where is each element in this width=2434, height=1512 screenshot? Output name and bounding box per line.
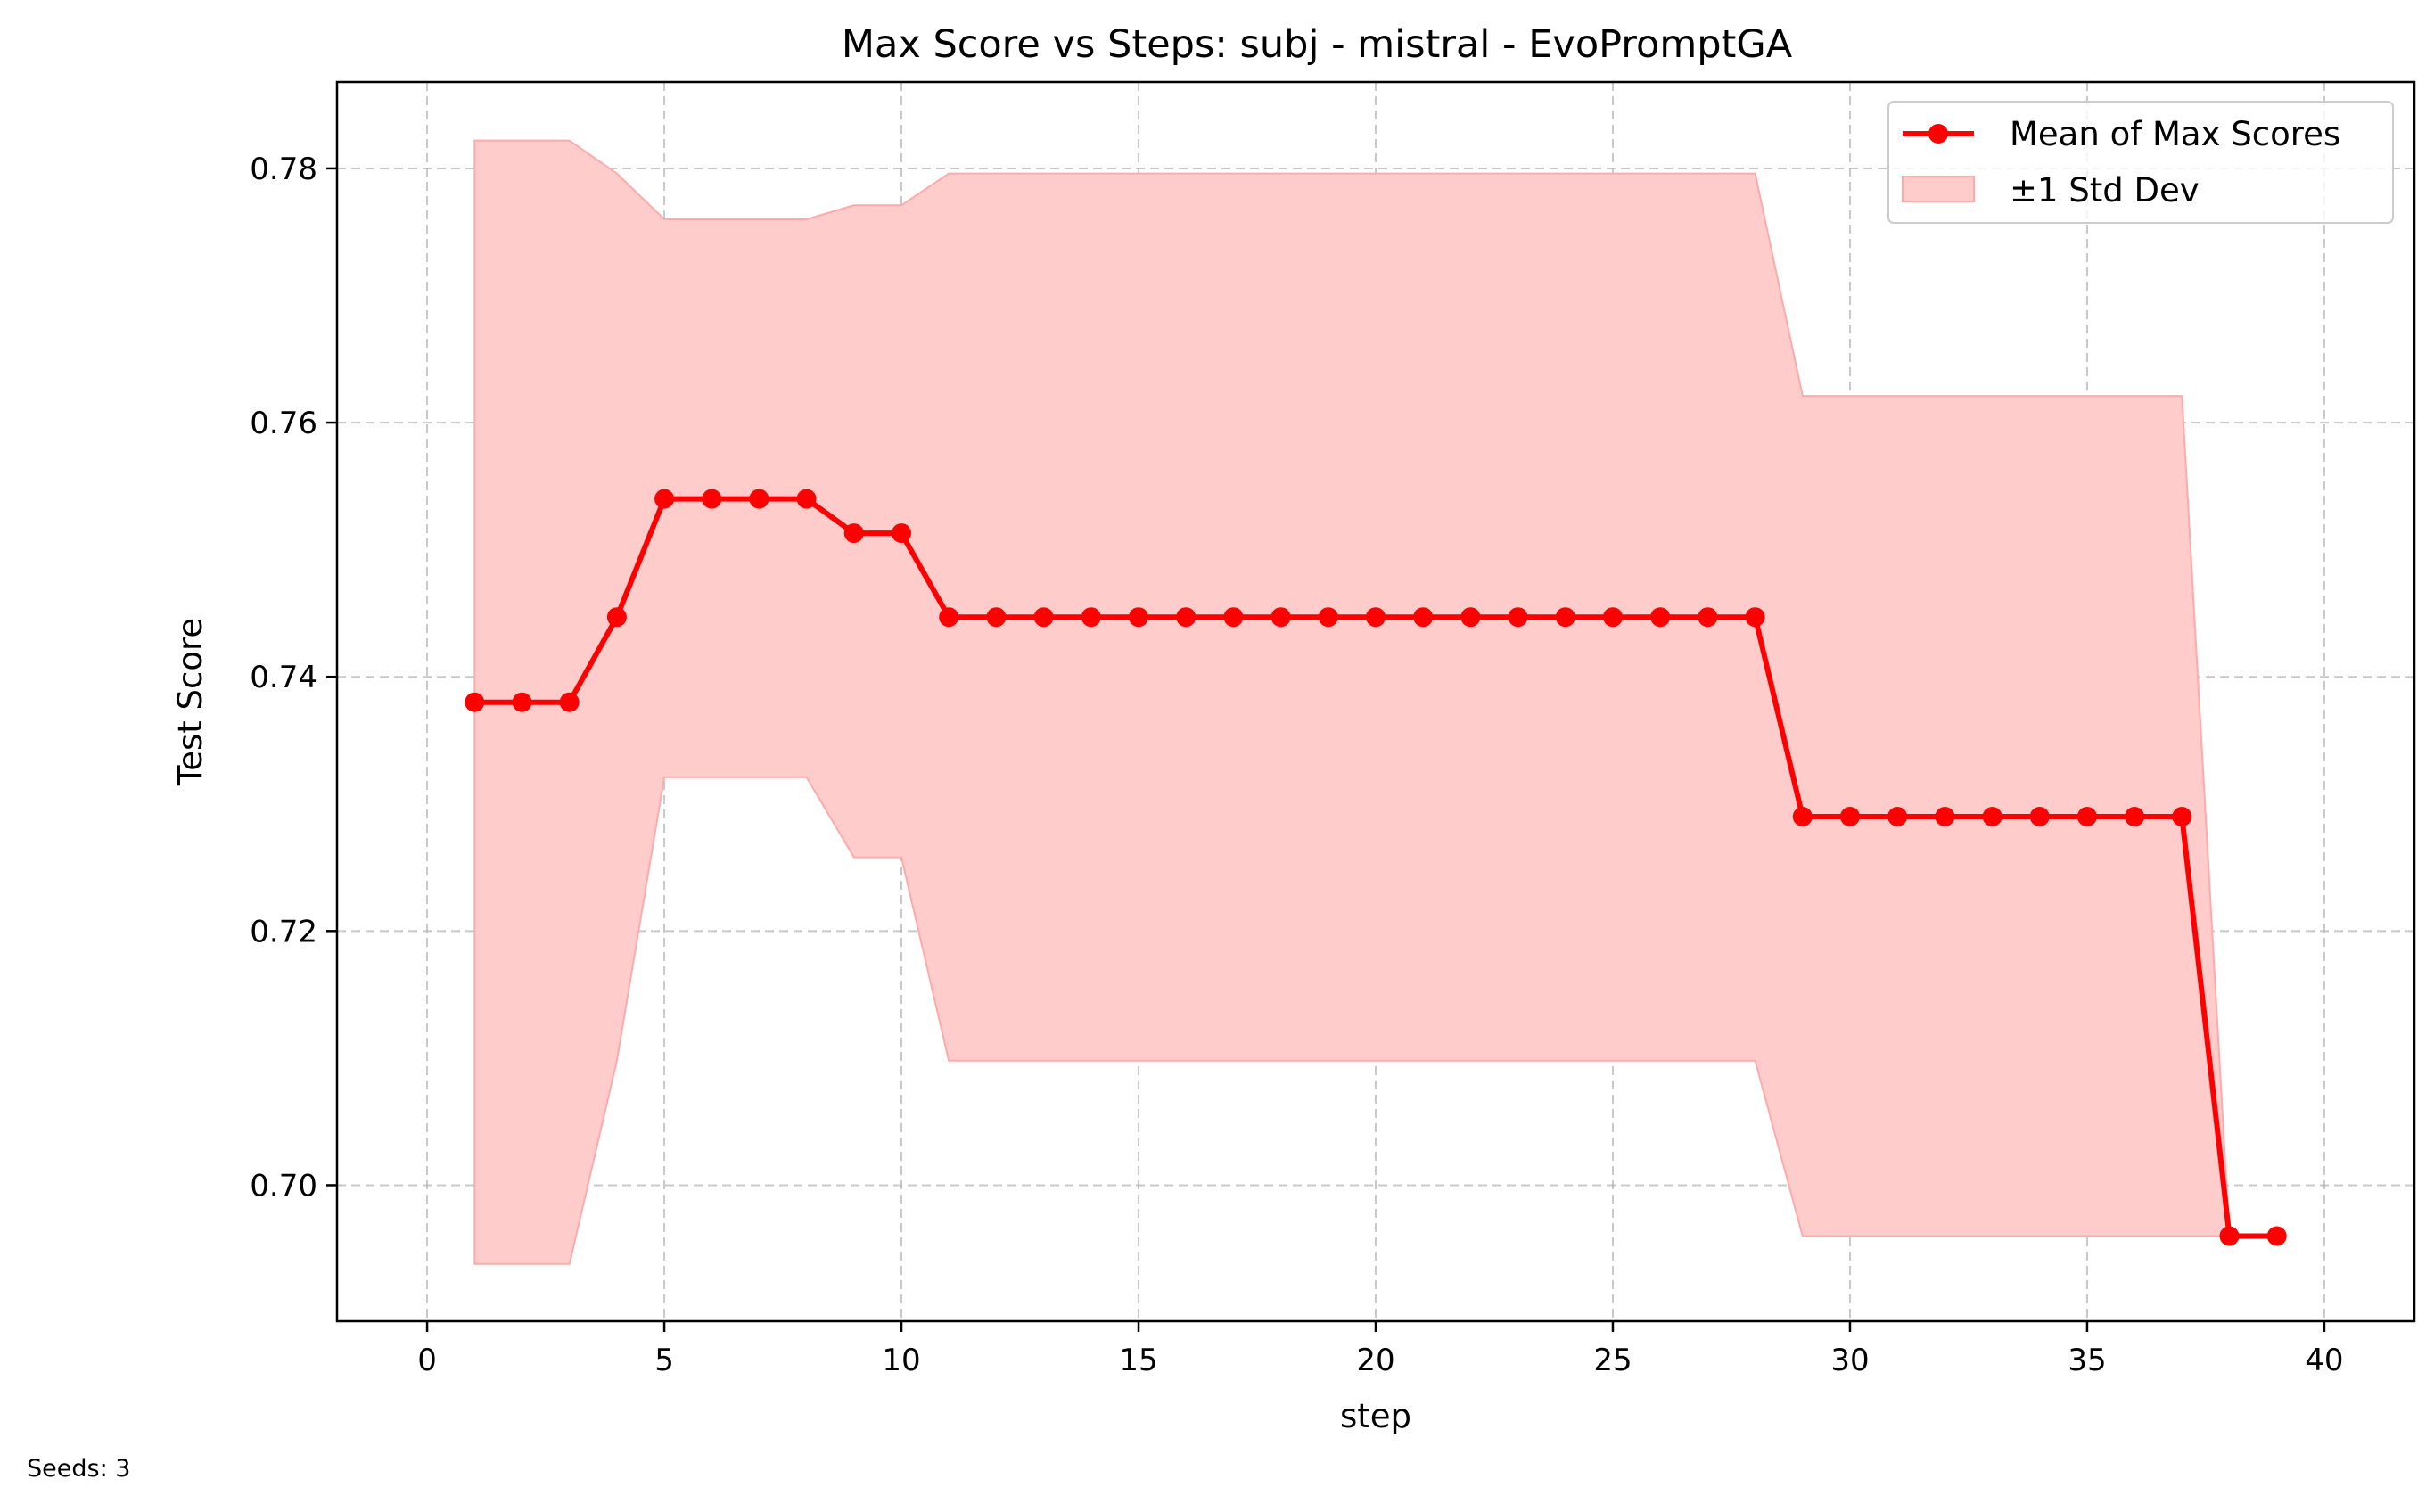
data-point	[1887, 807, 1908, 826]
legend-box	[1887, 101, 2394, 224]
data-point	[1745, 607, 1765, 628]
data-point	[1366, 607, 1386, 628]
x-tick-label: 20	[1356, 1343, 1394, 1378]
data-point	[986, 607, 1007, 628]
y-tick-label: 0.70	[250, 1168, 317, 1204]
data-point	[1982, 807, 2002, 826]
chart-title: Max Score vs Steps: subj - mistral - Evo…	[842, 22, 1793, 67]
data-point	[1555, 607, 1575, 628]
y-tick-label: 0.76	[250, 406, 317, 441]
data-point	[1223, 607, 1244, 628]
legend: Mean of Max Scores ±1 Std Dev	[1887, 101, 2394, 224]
data-point	[1603, 607, 1623, 628]
y-axis-label: Test Score	[171, 618, 210, 786]
data-point	[1935, 807, 1955, 826]
x-tick-label: 5	[654, 1343, 674, 1378]
data-point	[559, 692, 580, 712]
data-point	[2076, 807, 2097, 826]
data-point	[512, 692, 532, 712]
seeds-footnote: Seeds: 3	[27, 1455, 131, 1483]
x-tick-label: 30	[1830, 1343, 1869, 1378]
data-point	[1176, 607, 1196, 628]
x-tick-label: 40	[2305, 1343, 2343, 1378]
data-point	[2125, 807, 2145, 826]
data-point	[939, 607, 959, 628]
data-point	[1508, 607, 1528, 628]
data-point	[2266, 1226, 2287, 1246]
legend-marker-swatch	[1928, 124, 1948, 144]
data-point	[1270, 607, 1291, 628]
y-ticks: 0.70 0.72 0.74 0.76 0.78	[250, 152, 337, 1204]
data-point	[1792, 807, 1813, 826]
data-point	[1698, 607, 1718, 628]
data-point	[654, 489, 675, 509]
x-tick-label: 25	[1593, 1343, 1632, 1378]
data-point	[465, 692, 485, 712]
legend-band-swatch	[1902, 176, 1975, 202]
x-tick-label: 10	[882, 1343, 920, 1378]
data-point	[1840, 807, 1860, 826]
data-point	[2029, 807, 2050, 826]
data-point	[843, 523, 864, 544]
data-point	[2219, 1226, 2240, 1246]
data-point	[796, 489, 817, 509]
x-tick-label: 15	[1119, 1343, 1157, 1378]
data-point	[1129, 607, 1148, 628]
data-point	[1318, 607, 1338, 628]
data-point	[606, 607, 627, 628]
data-point	[1081, 607, 1101, 628]
mean-line-layer	[465, 489, 2287, 1246]
data-point	[702, 489, 722, 509]
x-ticks: 0 5 10 15 20 25 30 35 40	[417, 1321, 2344, 1378]
legend-label-band: ±1 Std Dev	[2010, 171, 2200, 210]
data-point	[892, 523, 911, 544]
y-tick-label: 0.78	[250, 152, 317, 187]
data-point	[1650, 607, 1671, 628]
y-tick-label: 0.74	[250, 660, 317, 695]
data-point	[2172, 807, 2192, 826]
data-point	[749, 489, 769, 509]
data-point	[1460, 607, 1481, 628]
data-point	[1413, 607, 1434, 628]
legend-label-mean: Mean of Max Scores	[2010, 115, 2340, 153]
x-tick-label: 0	[417, 1343, 437, 1378]
y-tick-label: 0.72	[250, 914, 317, 949]
x-axis-label: step	[1340, 1397, 1411, 1435]
data-point	[1033, 607, 1054, 628]
x-tick-label: 35	[2068, 1343, 2106, 1378]
